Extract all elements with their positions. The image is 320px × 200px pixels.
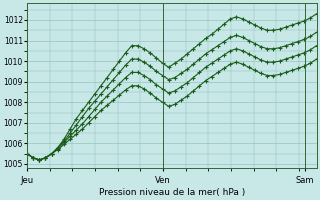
X-axis label: Pression niveau de la mer( hPa ): Pression niveau de la mer( hPa ) [99, 188, 245, 197]
